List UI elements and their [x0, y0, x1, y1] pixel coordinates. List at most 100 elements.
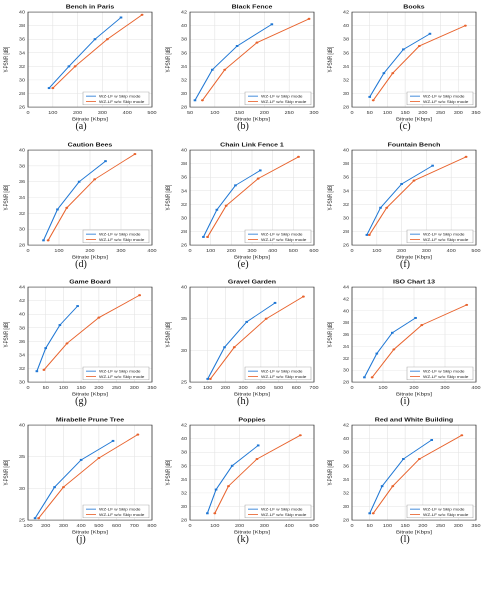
legend-box: [82, 366, 150, 381]
legend-label: WZ-LF w Skip mode: [99, 94, 141, 98]
y-tick-label: 36: [181, 51, 187, 56]
data-point: [213, 511, 217, 514]
chart-title: Black Fence: [232, 4, 273, 10]
data-point: [42, 368, 46, 371]
y-tick-label: 34: [181, 188, 187, 193]
x-tick-label: 100: [372, 248, 381, 253]
x-tick-label: 600: [112, 523, 121, 528]
data-point: [258, 168, 262, 171]
y-tick-label: 34: [181, 64, 187, 69]
x-tick-label: 300: [130, 385, 139, 390]
x-tick-label: 250: [285, 110, 294, 115]
y-tick-label: 30: [19, 227, 25, 232]
legend-label: WZ-LF w/o Skip mode: [99, 374, 145, 378]
y-tick-label: 28: [181, 518, 187, 523]
data-point: [368, 511, 372, 514]
data-point: [211, 68, 214, 71]
y-tick-label: 32: [343, 356, 349, 361]
chart-svg: 0 100 200 300 400 500 26 28 30 32 34 36 38 40 Bench in…: [3, 4, 156, 122]
chart-panel: 0 100 200 300 400 500 26 28 30 32 34 36 38 40 Bench in…: [0, 0, 162, 183]
data-point: [105, 38, 109, 41]
data-point: [140, 13, 144, 16]
y-tick-label: 40: [181, 148, 187, 153]
y-tick-label: 40: [181, 436, 187, 441]
y-tick-label: 26: [181, 243, 187, 248]
data-point: [391, 72, 395, 75]
legend-label: WZ-LF w/o Skip mode: [423, 512, 469, 516]
legend-box: [406, 91, 474, 106]
y-tick-label: 38: [19, 24, 25, 29]
data-point: [402, 457, 405, 460]
x-tick-label: 100: [210, 110, 219, 115]
data-point: [391, 331, 394, 334]
data-point: [136, 433, 140, 436]
data-point: [138, 294, 142, 297]
y-tick-label: 36: [343, 51, 349, 56]
x-tick-label: 100: [383, 523, 392, 528]
chart-title: Books: [403, 4, 425, 10]
data-point: [133, 152, 137, 155]
legend-label: WZ-LF w Skip mode: [261, 94, 303, 98]
chart-panel: 0 100 200 300 400 500 600 700 25 30 35 40 Gravel Gar…: [162, 275, 324, 458]
chart-title: ISO Chart 13: [393, 279, 436, 285]
x-tick-label: 400: [447, 248, 456, 253]
panel-letter: (b): [237, 121, 249, 132]
data-point: [97, 456, 101, 459]
y-tick-label: 34: [343, 345, 349, 350]
legend-label: WZ-LF w Skip mode: [99, 507, 141, 511]
data-point: [255, 41, 259, 44]
data-point: [44, 347, 48, 350]
y-axis-label: Y-PSNR [dB]: [327, 459, 334, 485]
y-axis-label: Y-PSNR [dB]: [3, 321, 10, 347]
data-point: [104, 159, 107, 162]
x-axis-label: Bitrate [Kbps]: [234, 255, 270, 260]
legend-label: WZ-LF w/o Skip mode: [423, 237, 469, 241]
chart-title: Red and White Building: [375, 417, 454, 423]
y-tick-label: 34: [19, 353, 25, 358]
y-tick-label: 32: [19, 211, 25, 216]
y-tick-label: 36: [343, 463, 349, 468]
data-point: [402, 48, 405, 51]
data-point: [385, 206, 389, 209]
y-tick-label: 30: [181, 92, 187, 97]
y-tick-label: 32: [19, 367, 25, 372]
y-tick-label: 26: [343, 243, 349, 248]
data-point: [256, 443, 260, 446]
data-point: [430, 438, 434, 441]
data-point: [460, 433, 464, 436]
data-point: [412, 179, 416, 182]
y-tick-label: 42: [343, 423, 349, 428]
legend-label: WZ-LF w Skip mode: [261, 369, 303, 373]
series-line-with-skip: [366, 164, 433, 235]
panel-letter: (h): [237, 396, 249, 407]
x-tick-label: 0: [26, 248, 29, 253]
x-tick-label: 200: [41, 523, 50, 528]
chart-panel: 0 50 100 150 200 250 300 350 28 30 32 34 36 38 40 42 Red…: [324, 413, 486, 596]
data-point: [62, 485, 65, 488]
x-tick-label: 400: [256, 385, 265, 390]
series-line-with-skip: [369, 439, 433, 513]
x-tick-label: 200: [397, 248, 406, 253]
chart-title: Bench in Paris: [66, 4, 115, 10]
data-point: [223, 68, 227, 71]
x-tick-label: 400: [471, 385, 480, 390]
series-line-without-skip: [371, 304, 467, 378]
x-tick-label: 100: [48, 110, 57, 115]
x-tick-label: 800: [147, 523, 156, 528]
series-line-without-skip: [372, 25, 466, 101]
x-tick-label: 350: [471, 523, 480, 528]
y-tick-label: 35: [181, 317, 187, 322]
series-line-with-skip: [34, 440, 114, 518]
chart-grid: 0 100 200 300 400 500 26 28 30 32 34 36 38 40 Bench in…: [0, 0, 480, 544]
x-tick-label: 600: [309, 248, 318, 253]
data-point: [400, 182, 403, 185]
data-point: [365, 233, 369, 236]
y-tick-label: 32: [181, 78, 187, 83]
axes-frame: [27, 424, 153, 520]
data-point: [46, 238, 50, 241]
